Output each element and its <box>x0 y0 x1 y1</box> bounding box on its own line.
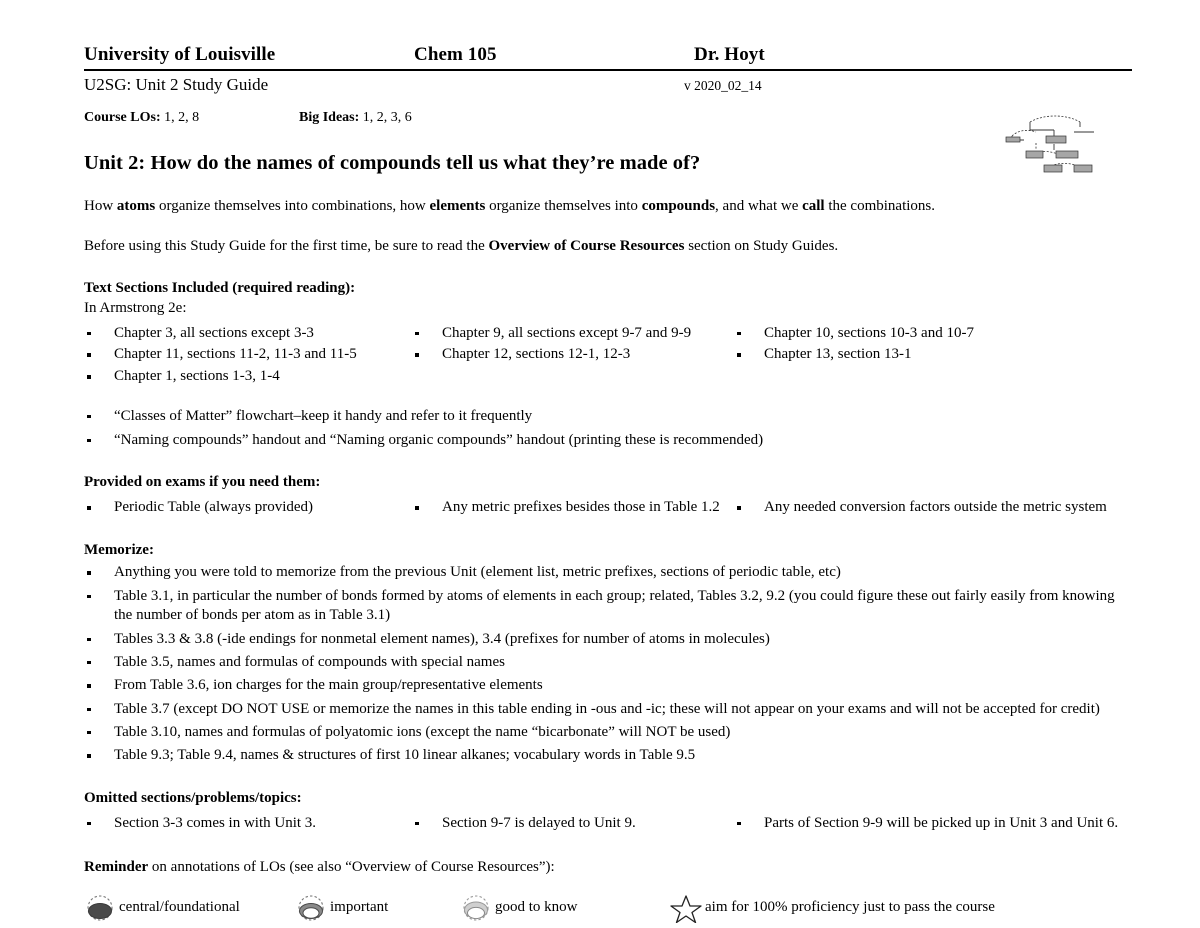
intro-text: organize themselves into combinations, h… <box>155 198 430 214</box>
supplemental-materials-list: “Classes of Matter” flowchart–keep it ha… <box>84 407 1132 451</box>
header-instructor: Dr. Hoyt <box>694 44 765 65</box>
page-title: Unit 2: How do the names of compounds te… <box>84 152 701 174</box>
legend-label: good to know <box>495 899 578 916</box>
intro-emphasis-elements: elements <box>429 198 486 214</box>
reminder-paragraph: Reminder on annotations of LOs (see also… <box>84 859 1132 876</box>
list-item: Section 3-3 comes in with Unit 3. <box>84 814 412 834</box>
legend-item-good-to-know: good to know <box>460 893 670 923</box>
list-item: “Naming compounds” handout and “Naming o… <box>84 431 1132 451</box>
intro-emphasis-call: call <box>802 198 825 214</box>
intro-paragraph-2: Before using this Study Guide for the fi… <box>84 237 1132 256</box>
text-sections-column-1: Chapter 3, all sections except 3-3 Chapt… <box>84 322 412 387</box>
list-item: From Table 3.6, ion charges for the main… <box>84 676 1132 696</box>
course-los-label: Course LOs: <box>84 110 161 125</box>
provided-column-2: Any metric prefixes besides those in Tab… <box>412 496 734 518</box>
omitted-columns: Section 3-3 comes in with Unit 3. Sectio… <box>84 812 1132 834</box>
list-item: Table 3.5, names and formulas of compoun… <box>84 653 1132 673</box>
intro2-text: section on Study Guides. <box>684 237 839 254</box>
text-sections-column-3: Chapter 10, sections 10-3 and 10-7 Chapt… <box>734 322 1132 387</box>
list-item: Chapter 13, section 13-1 <box>734 345 1132 365</box>
reminder-label: Reminder <box>84 858 149 875</box>
list-item: Table 3.7 (except DO NOT USE or memorize… <box>84 700 1132 720</box>
list-item: Tables 3.3 & 3.8 (-ide endings for nonme… <box>84 630 1132 650</box>
course-los-value: 1, 2, 8 <box>160 110 200 125</box>
legend-item-central-foundational: central/foundational <box>84 893 295 923</box>
intro2-emphasis-overview: Overview of Course Resources <box>488 237 685 254</box>
provided-column-1: Periodic Table (always provided) <box>84 496 412 518</box>
light-circle-icon <box>460 893 494 923</box>
intro-text: How <box>84 198 117 214</box>
intro-paragraph-1: How atoms organize themselves into combi… <box>84 197 1132 216</box>
memorize-list: Anything you were told to memorize from … <box>84 563 1132 766</box>
section-heading-omitted: Omitted sections/problems/topics: <box>84 789 302 806</box>
section-heading-memorize: Memorize: <box>84 542 154 559</box>
list-item: Table 9.3; Table 9.4, names & structures… <box>84 746 1132 766</box>
section-heading-text-sections: Text Sections Included (required reading… <box>84 279 356 296</box>
intro2-text: Before using this Study Guide for the fi… <box>84 237 489 254</box>
legend-item-important: important <box>295 893 460 923</box>
list-item: Chapter 10, sections 10-3 and 10-7 <box>734 324 1132 344</box>
section-heading-provided: Provided on exams if you need them: <box>84 474 321 491</box>
half-filled-circle-icon <box>295 893 329 923</box>
intro-text: the combinations. <box>824 198 936 214</box>
list-item: Any metric prefixes besides those in Tab… <box>412 498 734 518</box>
omitted-column-2: Section 9-7 is delayed to Unit 9. <box>412 812 734 834</box>
annotation-legend: central/foundational important good <box>84 893 1132 923</box>
intro-emphasis-atoms: atoms <box>116 198 156 214</box>
provided-column-3: Any needed conversion factors outside th… <box>734 496 1132 518</box>
legend-label: central/foundational <box>119 899 240 916</box>
list-item: Parts of Section 9-9 will be picked up i… <box>734 814 1132 834</box>
star-icon <box>670 893 704 923</box>
big-ideas-label: Big Ideas: <box>299 110 360 125</box>
list-item: Anything you were told to memorize from … <box>84 563 1132 583</box>
list-item: “Classes of Matter” flowchart–keep it ha… <box>84 407 1132 427</box>
intro-emphasis-compounds: compounds <box>641 198 716 214</box>
big-ideas: Big Ideas: 1, 2, 3, 6 <box>299 110 514 126</box>
learning-objectives-row: Course LOs: 1, 2, 8 Big Ideas: 1, 2, 3, … <box>84 110 1132 126</box>
list-item: Table 3.10, names and formulas of polyat… <box>84 723 1132 743</box>
list-item: Chapter 12, sections 12-1, 12-3 <box>412 345 734 365</box>
filled-circle-icon <box>84 893 118 923</box>
study-guide-document: University of Louisville Chem 105 Dr. Ho… <box>84 44 1132 923</box>
course-los: Course LOs: 1, 2, 8 <box>84 110 299 126</box>
list-item: Section 9-7 is delayed to Unit 9. <box>412 814 734 834</box>
version-label: v 2020_02_14 <box>684 78 762 93</box>
list-item: Any needed conversion factors outside th… <box>734 498 1132 518</box>
reminder-text: on annotations of LOs (see also “Overvie… <box>148 858 555 875</box>
list-item: Chapter 9, all sections except 9-7 and 9… <box>412 324 734 344</box>
header-divider <box>84 69 1132 71</box>
provided-columns: Periodic Table (always provided) Any met… <box>84 496 1132 518</box>
header-course: Chem 105 <box>414 44 497 65</box>
document-header: University of Louisville Chem 105 Dr. Ho… <box>84 44 1132 66</box>
list-item: Table 3.1, in particular the number of b… <box>84 587 1132 627</box>
intro-text: , and what we <box>715 198 803 214</box>
legend-item-star-proficiency: aim for 100% proficiency just to pass th… <box>670 893 995 923</box>
big-ideas-value: 1, 2, 3, 6 <box>359 110 412 125</box>
classes-of-matter-flowchart-thumbnail <box>1004 110 1112 176</box>
legend-label: aim for 100% proficiency just to pass th… <box>705 899 995 916</box>
omitted-column-1: Section 3-3 comes in with Unit 3. <box>84 812 412 834</box>
legend-label: important <box>330 899 389 916</box>
document-title: U2SG: Unit 2 Study Guide <box>84 75 269 94</box>
list-item: Chapter 3, all sections except 3-3 <box>84 324 412 344</box>
header-university: University of Louisville <box>84 44 276 65</box>
list-item: Periodic Table (always provided) <box>84 498 412 518</box>
omitted-column-3: Parts of Section 9-9 will be picked up i… <box>734 812 1132 834</box>
text-sections-columns: Chapter 3, all sections except 3-3 Chapt… <box>84 322 1132 387</box>
list-item: Chapter 1, sections 1-3, 1-4 <box>84 367 412 387</box>
document-subheader: U2SG: Unit 2 Study Guide v 2020_02_14 <box>84 75 1132 95</box>
textbook-edition-label: In Armstrong 2e: <box>84 299 187 316</box>
list-item: Chapter 11, sections 11-2, 11-3 and 11-5 <box>84 345 412 365</box>
text-sections-column-2: Chapter 9, all sections except 9-7 and 9… <box>412 322 734 387</box>
intro-text: organize themselves into <box>485 198 642 214</box>
